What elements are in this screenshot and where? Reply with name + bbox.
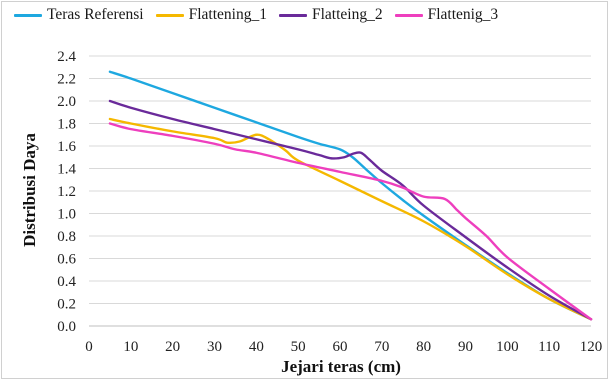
- x-tick-label: 110: [538, 339, 560, 355]
- x-tick-label: 90: [458, 339, 473, 355]
- legend-swatch-flattening-1: [155, 13, 184, 17]
- y-tick-label: 0.6: [57, 252, 76, 268]
- y-tick-label: 1.8: [57, 117, 76, 133]
- legend-label-flattenig-3: Flattenig_3: [427, 6, 499, 23]
- legend-item-teras-referensi: Teras Referensi: [14, 6, 144, 24]
- x-tick-label: 120: [580, 339, 603, 355]
- y-tick-label: 2.2: [57, 72, 76, 88]
- x-tick-label: 60: [333, 339, 348, 355]
- y-tick-label: 0.8: [57, 229, 76, 245]
- y-tick-label: 1.6: [57, 139, 76, 155]
- x-tick-label: 100: [496, 339, 519, 355]
- y-axis-label: Distribusi Daya: [20, 133, 39, 247]
- y-tick-labels: 0.0 0.2 0.4 0.6 0.8 1.0 1.2 1.4 1.6 1.8 2.0 2.2 2.4: [57, 49, 76, 335]
- legend-item-flatteing-2: Flatteing_2: [278, 6, 383, 24]
- x-tick-labels: 0 10 20 30 40 50 60 70 80 90 100 110 120: [85, 339, 602, 355]
- y-tick-label: 2.4: [57, 49, 76, 65]
- x-tick-label: 50: [291, 339, 306, 355]
- y-tick-label: 0.0: [57, 319, 76, 335]
- legend-swatch-flatteing-2: [278, 13, 307, 17]
- y-tick-label: 2.0: [57, 94, 76, 110]
- x-axis-label: Jejari teras (cm): [281, 357, 401, 376]
- x-tick-label: 30: [207, 339, 222, 355]
- x-tick-label: 20: [165, 339, 180, 355]
- x-tick-label: 40: [249, 339, 264, 355]
- legend-label-flattening-1: Flattening_1: [188, 6, 267, 23]
- x-tick-label: 80: [416, 339, 431, 355]
- y-tick-label: 1.2: [57, 184, 76, 200]
- series-line-3: [108, 122, 593, 321]
- gridlines: [89, 55, 591, 304]
- y-tick-label: 1.0: [57, 207, 76, 223]
- x-tick-label: 0: [85, 339, 93, 355]
- legend-item-flattening-1: Flattening_1: [155, 6, 267, 24]
- legend: Teras Referensi Flattening_1 Flatteing_2…: [14, 4, 498, 26]
- series-line-1: [108, 117, 593, 321]
- y-tick-label: 1.4: [57, 162, 76, 178]
- y-tick-label: 0.2: [57, 297, 76, 313]
- legend-swatch-flattenig-3: [394, 13, 423, 17]
- legend-item-flattenig-3: Flattenig_3: [394, 6, 499, 24]
- x-tick-label: 70: [374, 339, 389, 355]
- series-lines: [108, 70, 593, 321]
- y-tick-label: 0.4: [57, 274, 76, 290]
- x-tick-label: 10: [123, 339, 138, 355]
- legend-swatch-teras-referensi: [14, 13, 42, 17]
- legend-label-teras-referensi: Teras Referensi: [47, 6, 144, 23]
- series-line-2: [108, 99, 593, 321]
- legend-label-flatteing-2: Flatteing_2: [311, 6, 383, 23]
